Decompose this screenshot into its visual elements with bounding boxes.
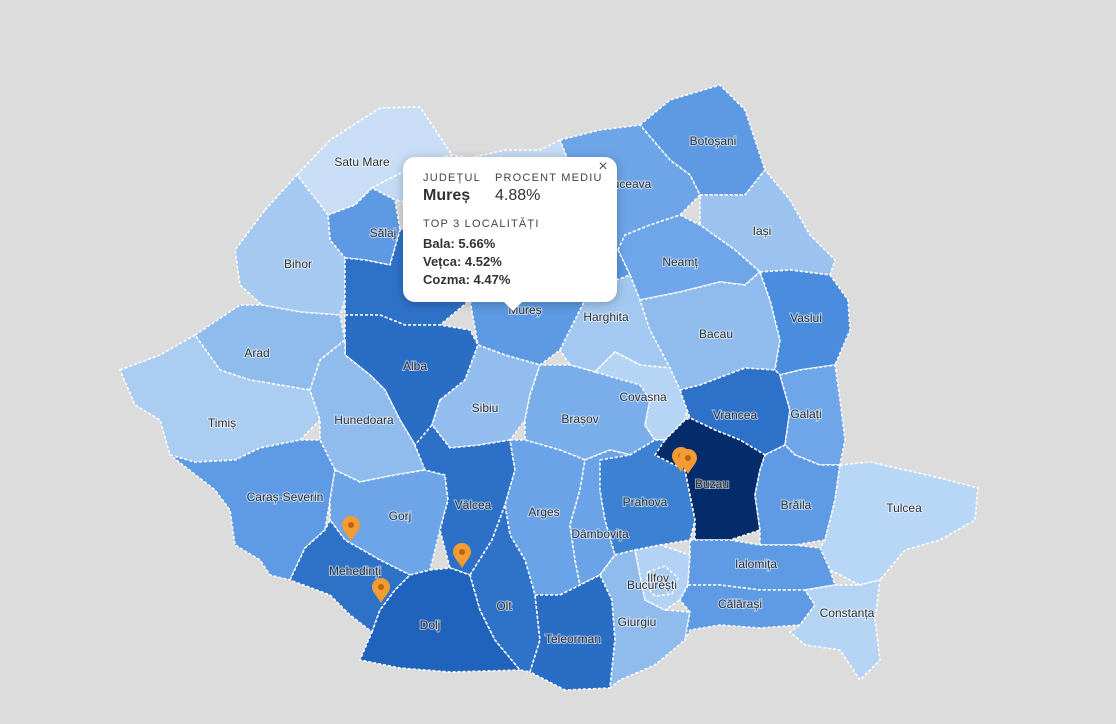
average-value: 4.88% <box>495 187 541 204</box>
locality-item: Vețca: 4.52% <box>423 254 502 269</box>
county-caras[interactable] <box>169 439 336 581</box>
county-name: Mureș <box>423 187 471 204</box>
county-ialomita[interactable] <box>687 539 836 591</box>
locality-item: Cozma: 4.47% <box>423 272 511 287</box>
county-dolj[interactable] <box>359 567 521 673</box>
average-column: PROCENT MEDIU 4.88% <box>495 172 603 205</box>
close-icon[interactable]: × <box>598 158 608 175</box>
county-calarasi[interactable] <box>679 584 816 641</box>
county-constanta[interactable] <box>789 579 881 681</box>
county-tulcea[interactable] <box>819 461 979 586</box>
county-column: JUDEȚUL Mureș <box>423 172 481 205</box>
location-pin-icon[interactable] <box>372 578 390 603</box>
county-bucuresti[interactable] <box>645 565 679 597</box>
top-localities-caption: TOP 3 LOCALITĂȚI <box>423 218 540 230</box>
average-caption: PROCENT MEDIU <box>495 172 603 184</box>
county-caption: JUDEȚUL <box>423 172 481 184</box>
location-pin-icon[interactable] <box>342 516 360 541</box>
county-bihor[interactable] <box>234 174 349 316</box>
top-localities: TOP 3 LOCALITĂȚI Bala: 5.66% Vețca: 4.52… <box>423 218 540 289</box>
locality-item: Bala: 5.66% <box>423 236 496 251</box>
county-info-popup: × JUDEȚUL Mureș PROCENT MEDIU 4.88% TOP … <box>403 157 617 311</box>
county-timis[interactable] <box>119 334 321 463</box>
county-iasi[interactable] <box>699 169 836 276</box>
county-giurgiu[interactable] <box>599 549 691 689</box>
location-pin-icon[interactable] <box>453 543 471 568</box>
location-pin-icon[interactable] <box>679 449 697 474</box>
county-valcea[interactable] <box>414 424 516 576</box>
